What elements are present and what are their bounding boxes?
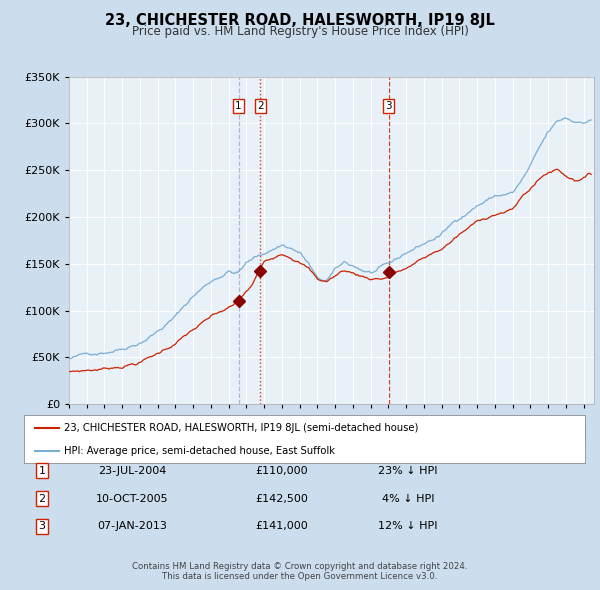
Text: 1: 1 [38,466,46,476]
Text: 3: 3 [38,522,46,531]
Text: £110,000: £110,000 [256,466,308,476]
Text: 23, CHICHESTER ROAD, HALESWORTH, IP19 8JL (semi-detached house): 23, CHICHESTER ROAD, HALESWORTH, IP19 8J… [64,423,419,433]
Text: 2: 2 [38,494,46,503]
Text: 23% ↓ HPI: 23% ↓ HPI [378,466,438,476]
Text: 23, CHICHESTER ROAD, HALESWORTH, IP19 8JL: 23, CHICHESTER ROAD, HALESWORTH, IP19 8J… [105,13,495,28]
Text: 4% ↓ HPI: 4% ↓ HPI [382,494,434,503]
Text: £141,000: £141,000 [256,522,308,531]
Text: 23-JUL-2004: 23-JUL-2004 [98,466,166,476]
Text: Price paid vs. HM Land Registry's House Price Index (HPI): Price paid vs. HM Land Registry's House … [131,25,469,38]
Text: Contains HM Land Registry data © Crown copyright and database right 2024.: Contains HM Land Registry data © Crown c… [132,562,468,571]
Text: 07-JAN-2013: 07-JAN-2013 [97,522,167,531]
Text: £142,500: £142,500 [256,494,308,503]
Text: This data is licensed under the Open Government Licence v3.0.: This data is licensed under the Open Gov… [163,572,437,581]
Text: 2: 2 [257,101,263,111]
Text: 12% ↓ HPI: 12% ↓ HPI [378,522,438,531]
Text: HPI: Average price, semi-detached house, East Suffolk: HPI: Average price, semi-detached house,… [64,445,335,455]
Text: 1: 1 [235,101,242,111]
Text: 10-OCT-2005: 10-OCT-2005 [95,494,169,503]
Text: 3: 3 [386,101,392,111]
